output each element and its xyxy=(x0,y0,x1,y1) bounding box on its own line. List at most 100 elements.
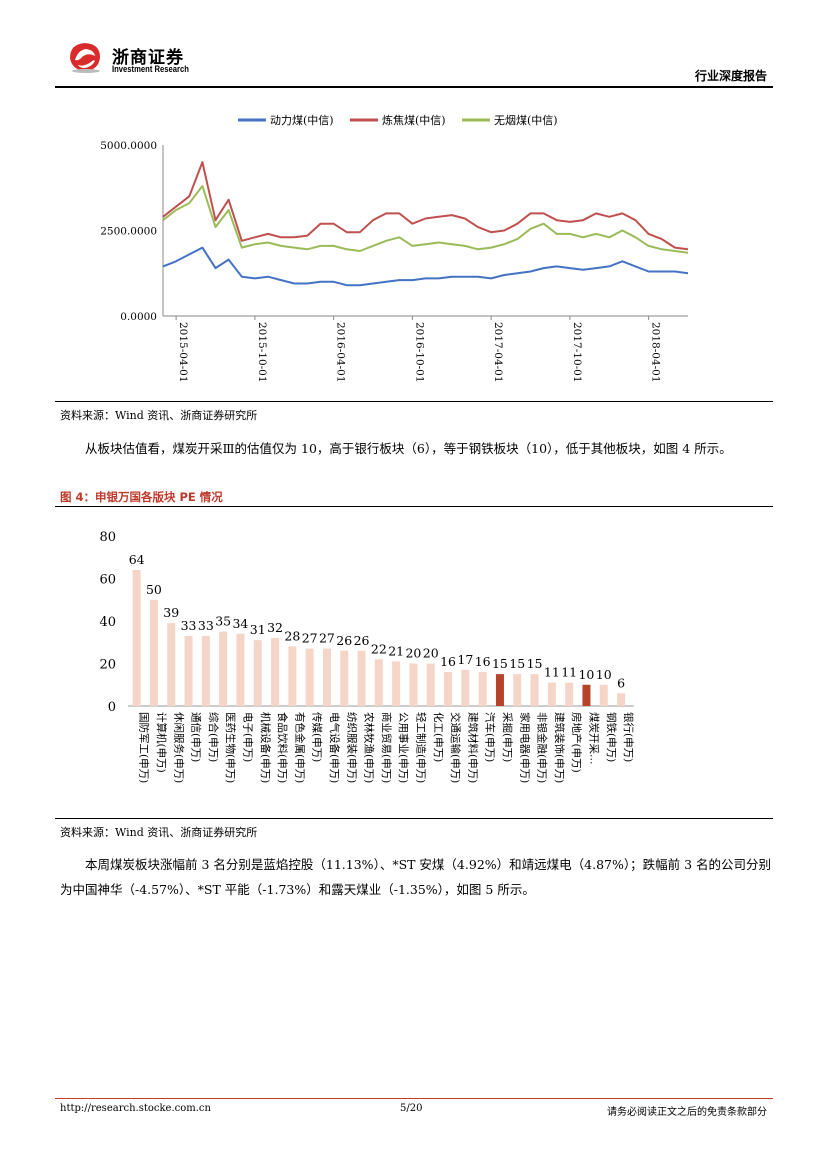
bar-0 xyxy=(132,570,141,706)
bar-value-label-22: 15 xyxy=(509,656,525,671)
figure4-title: 图 4：申银万国各版块 PE 情况 xyxy=(60,490,223,504)
bar-category-label-15: 公用事业(申万) xyxy=(397,712,410,783)
bar-category-label-6: 电子(申万) xyxy=(241,712,254,762)
bar-category-label-1: 计算机(申万) xyxy=(155,712,168,773)
y-tick-label-0: 0.0000 xyxy=(120,311,157,323)
header-divider xyxy=(55,86,773,88)
bar-2 xyxy=(167,623,176,706)
footer-url[interactable]: http://research.stocke.com.cn xyxy=(60,1103,211,1114)
figure4-title-divider xyxy=(55,506,773,507)
bar-y-tick-label-3: 60 xyxy=(99,573,116,588)
bar-value-label-14: 22 xyxy=(371,641,387,656)
bar-3 xyxy=(184,635,193,706)
bar-value-label-13: 26 xyxy=(354,633,370,648)
bar-category-label-26: 煤炭开采… xyxy=(587,712,600,765)
bar-y-tick-label-0: 0 xyxy=(108,700,116,715)
bar-12 xyxy=(340,650,349,706)
bar-27 xyxy=(599,684,608,706)
bar-1 xyxy=(149,599,158,706)
bar-category-label-28: 银行(申万) xyxy=(622,712,635,762)
x-tick-label-3: 2016-10-01 xyxy=(413,322,425,383)
bar-value-label-0: 64 xyxy=(129,552,145,567)
bar-28 xyxy=(617,693,626,706)
bar-value-label-23: 15 xyxy=(527,656,543,671)
bar-value-label-5: 35 xyxy=(215,614,231,629)
coal-index-line-chart: 动力煤(中信) 炼焦煤(中信) 无烟煤(中信) 0.0000 2500.0000 5000… xyxy=(100,113,689,383)
bar-category-label-19: 建筑材料(申万) xyxy=(466,712,479,783)
bar-value-label-7: 31 xyxy=(250,622,266,637)
bar-value-label-9: 28 xyxy=(284,629,300,644)
header-title: 行业深度报告 xyxy=(694,69,767,83)
bar-category-label-25: 房地产(申万) xyxy=(570,712,583,773)
bar-category-label-21: 采掘(申万) xyxy=(501,712,514,762)
bar-category-label-8: 食品饮料(申万) xyxy=(276,712,289,783)
bar-y-tick-label-1: 20 xyxy=(99,658,116,673)
paragraph-valuation: 从板块估值看，煤炭开采Ⅲ的估值仅为 10，高于银行板块（6），等于钢铁板块（10… xyxy=(85,441,732,456)
bar-category-label-4: 综合(申万) xyxy=(207,712,220,762)
bar-category-label-11: 电气设备(申万) xyxy=(328,712,341,783)
bar-value-label-18: 16 xyxy=(440,654,456,669)
bar-value-label-27: 10 xyxy=(596,667,612,682)
bar-value-label-21: 15 xyxy=(492,656,508,671)
bar-26 xyxy=(582,684,591,706)
legend-label-0: 动力煤(中信) xyxy=(270,114,334,127)
bar-value-label-26: 10 xyxy=(578,667,594,682)
bar-18 xyxy=(444,672,453,706)
bar-category-label-18: 交通运输(申万) xyxy=(449,712,462,783)
x-tick-label-5: 2017-10-01 xyxy=(571,322,583,383)
bar-value-label-16: 20 xyxy=(405,646,421,661)
bar-25 xyxy=(565,682,574,706)
bar-y-tick-label-4: 80 xyxy=(99,530,116,545)
bar-4 xyxy=(201,635,210,706)
bar-value-label-15: 21 xyxy=(388,643,404,658)
bar-9 xyxy=(288,646,297,706)
x-tick-label-0: 2015-04-01 xyxy=(177,322,189,383)
bar-category-label-23: 非银金融(申万) xyxy=(536,712,549,783)
y-tick-label-2: 5000.0000 xyxy=(100,140,157,152)
x-tick-label-1: 2015-10-01 xyxy=(256,322,268,383)
figure4-divider xyxy=(55,818,773,819)
page-number: 5/20 xyxy=(400,1103,423,1114)
bar-value-label-19: 17 xyxy=(457,652,473,667)
bar-16 xyxy=(409,663,418,706)
bar-value-label-6: 34 xyxy=(232,616,248,631)
bar-category-label-20: 汽车(申万) xyxy=(484,712,497,762)
bar-10 xyxy=(305,648,314,706)
bar-value-label-24: 11 xyxy=(544,665,560,680)
bar-value-label-3: 33 xyxy=(181,618,197,633)
bar-value-label-2: 39 xyxy=(163,605,179,620)
bar-value-label-11: 27 xyxy=(319,631,335,646)
company-name-cn: 浙商证券 xyxy=(112,48,184,68)
bar-6 xyxy=(236,633,245,706)
bar-category-label-14: 商业贸易(申万) xyxy=(380,712,393,783)
bar-19 xyxy=(461,669,470,706)
bar-y-tick-label-2: 40 xyxy=(99,615,116,630)
bar-15 xyxy=(392,661,401,706)
bar-category-label-16: 轻工制造(申万) xyxy=(414,712,427,783)
bar-category-label-7: 机械设备(申万) xyxy=(259,712,272,783)
chart1-source: 资料来源：Wind 资讯、浙商证券研究所 xyxy=(60,409,258,422)
company-name-en: Investment Research xyxy=(112,64,189,74)
series-line-2 xyxy=(162,185,689,254)
legend-label-2: 无烟煤(中信) xyxy=(494,113,558,127)
legend-label-1: 炼焦煤(中信) xyxy=(382,113,446,127)
bar-value-label-4: 33 xyxy=(198,618,214,633)
bar-category-label-24: 建筑装饰(申万) xyxy=(553,712,566,783)
bar-21 xyxy=(495,674,504,706)
chart1-divider xyxy=(55,401,773,402)
bar-value-label-25: 11 xyxy=(561,665,577,680)
bar-8 xyxy=(271,638,280,706)
bar-value-label-12: 26 xyxy=(336,633,352,648)
footer-divider xyxy=(55,1098,773,1099)
bar-category-label-12: 纺织服装(申万) xyxy=(345,712,358,783)
bar-value-label-10: 27 xyxy=(302,631,318,646)
bar-17 xyxy=(426,663,435,706)
bar-category-label-22: 家用电器(申万) xyxy=(518,712,531,783)
bar-category-label-2: 休闲服务(申万) xyxy=(172,712,185,783)
bar-category-label-13: 农林牧渔(申万) xyxy=(363,712,376,783)
series-line-1 xyxy=(162,161,689,251)
bar-category-label-10: 传媒(申万) xyxy=(311,712,324,762)
x-tick-label-6: 2018-04-01 xyxy=(650,322,662,383)
bar-value-label-1: 50 xyxy=(146,582,162,597)
x-tick-label-2: 2016-04-01 xyxy=(335,322,347,383)
